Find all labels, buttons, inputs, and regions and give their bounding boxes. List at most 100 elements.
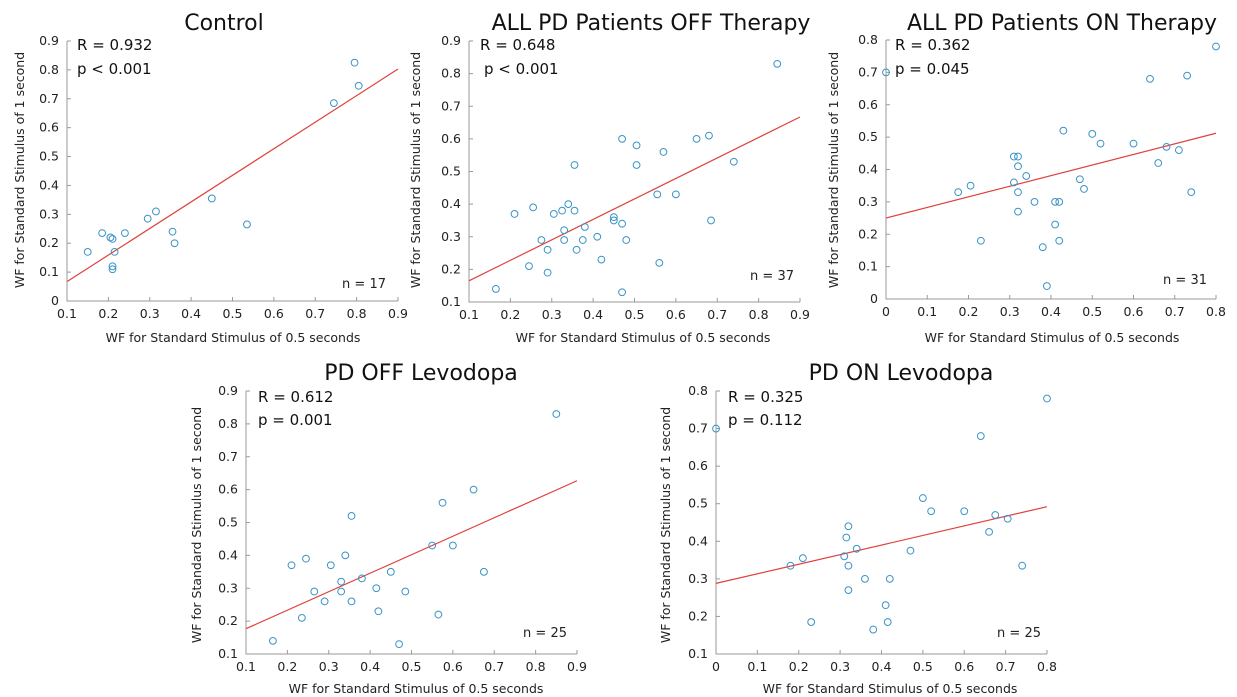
panel-control: Control WF for Standard Stimulus of 0.5 … (12, 11, 408, 345)
regression-line (66, 68, 399, 283)
x-tick-label: 0.4 (181, 306, 201, 321)
x-tick-label: 0 (712, 659, 720, 674)
data-point (1055, 236, 1064, 245)
x-tick-label: 0.7 (707, 307, 727, 322)
n-label: n = 31 (1163, 273, 1207, 288)
axes-frame (66, 41, 398, 302)
y-tick-label: 0.7 (218, 449, 238, 464)
axes-frame (885, 40, 1216, 300)
x-axis-label: WF for Standard Stimulus of 0.5 seconds (106, 330, 361, 345)
data-point (386, 567, 395, 576)
data-point (168, 227, 177, 236)
data-point (1009, 178, 1018, 187)
data-point (1183, 71, 1192, 80)
data-point (374, 607, 383, 616)
x-tick-label: 0.5 (402, 659, 422, 674)
data-point (618, 219, 626, 228)
y-tick-label: 0.6 (858, 97, 878, 112)
data-point (1014, 152, 1022, 161)
data-point (609, 213, 618, 222)
data-point (106, 233, 115, 242)
data-point (1014, 188, 1022, 197)
x-tick-label: 0.2 (98, 306, 118, 321)
data-point (287, 561, 296, 570)
y-tick-label: 0.8 (218, 416, 238, 431)
data-point (1075, 175, 1084, 184)
x-tick-label: 0.5 (223, 306, 243, 321)
x-tick-label: 0.7 (484, 659, 504, 674)
y-axis-label: WF for Standard Stimulus of 1 second (408, 52, 423, 288)
r-value: R = 0.648 (480, 36, 555, 54)
data-point (572, 245, 581, 254)
x-tick-label: 0.5 (625, 307, 645, 322)
data-point (1009, 152, 1018, 161)
p-value: p < 0.001 (484, 60, 559, 78)
x-tick-label: 0.2 (789, 659, 809, 674)
n-label: n = 25 (997, 626, 1041, 641)
data-point (268, 636, 277, 645)
data-point (991, 511, 1000, 519)
y-tick-label: 0.3 (218, 580, 238, 595)
r-value: R = 0.325 (728, 388, 803, 406)
y-axis-label: WF for Standard Stimulus of 1 second (12, 52, 27, 288)
data-point (622, 236, 631, 244)
y-tick-label: 0.8 (688, 383, 708, 398)
y-axis-label: WF for Standard Stimulus of 1 second (826, 52, 841, 288)
x-tick-label: 0.4 (583, 307, 603, 322)
data-point (580, 223, 589, 231)
x-tick-label: 0 (882, 304, 890, 319)
data-point (954, 188, 963, 197)
data-point (844, 561, 853, 570)
data-point (840, 552, 849, 561)
y-tick-label: 0.1 (858, 259, 878, 274)
data-point (985, 527, 993, 536)
y-tick-label: 0.6 (39, 120, 59, 135)
y-tick-label: 0.3 (858, 194, 878, 209)
data-point (564, 200, 573, 209)
data-point (510, 210, 519, 218)
data-point (108, 234, 117, 243)
data-point (1043, 394, 1051, 403)
y-tick-label: 0.1 (441, 294, 461, 309)
x-tick-label: 0.1 (917, 304, 937, 319)
x-tick-label: 0.4 (872, 659, 892, 674)
data-point (108, 262, 117, 271)
data-point (143, 214, 152, 223)
regression-line (245, 480, 578, 630)
data-point (108, 265, 117, 274)
x-tick-label: 0.6 (1124, 304, 1144, 319)
y-tick-label: 0.7 (858, 64, 878, 79)
x-tick-label: 0.7 (996, 659, 1016, 674)
data-point (618, 288, 626, 297)
y-tick-label: 0.4 (441, 196, 461, 211)
x-tick-label: 0.3 (1000, 304, 1020, 319)
data-point (653, 190, 662, 199)
data-point (297, 613, 306, 622)
data-point (543, 268, 552, 277)
y-axis-label: WF for Standard Stimulus of 1 second (189, 407, 204, 643)
y-tick-label: 0.8 (858, 32, 878, 47)
x-tick-label: 0.8 (347, 306, 367, 321)
data-point (310, 587, 319, 596)
x-tick-label: 0.1 (747, 659, 767, 674)
x-axis-label: WF for Standard Stimulus of 0.5 seconds (289, 681, 544, 696)
data-point (707, 216, 715, 225)
data-point (438, 498, 447, 507)
y-tick-label: 0.3 (441, 229, 461, 244)
data-point (170, 239, 179, 248)
y-tick-label: 0.5 (218, 515, 238, 530)
n-label: n = 37 (750, 269, 794, 284)
data-point (1038, 243, 1047, 252)
data-point (243, 220, 251, 229)
data-point (1212, 42, 1220, 51)
data-point (1014, 162, 1022, 171)
data-point (807, 618, 816, 626)
data-point (692, 134, 701, 143)
panel-title: PD OFF Levodopa (324, 361, 518, 386)
x-tick-label: 0.8 (749, 307, 769, 322)
data-point (1003, 514, 1012, 523)
y-tick-label: 0.2 (441, 261, 461, 276)
data-point (326, 561, 335, 570)
x-tick-label: 0.1 (459, 307, 479, 322)
